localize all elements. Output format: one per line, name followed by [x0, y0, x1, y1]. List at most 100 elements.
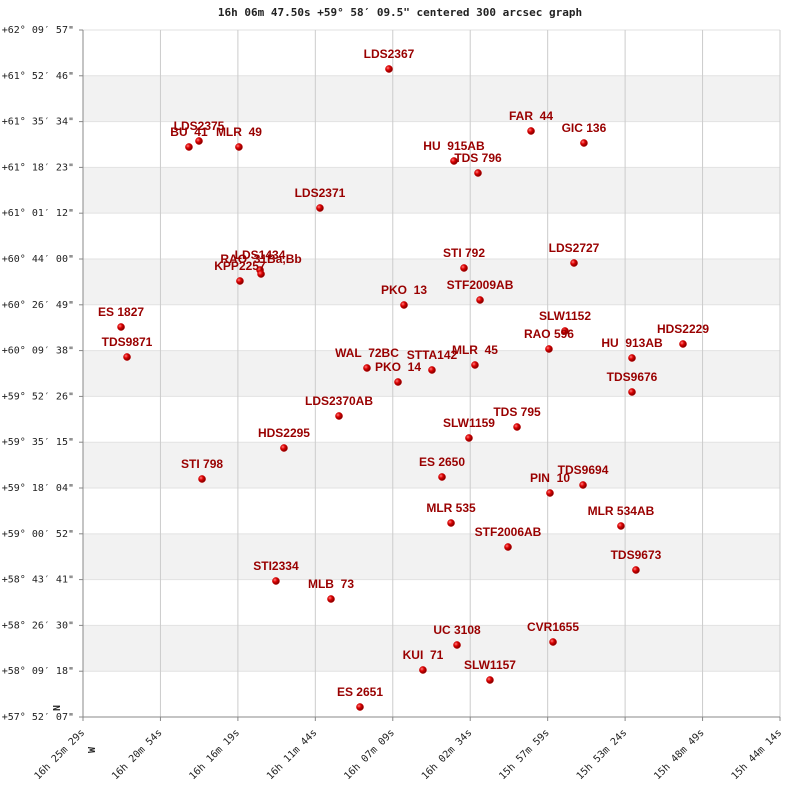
star-label: PIN 10 — [530, 471, 570, 485]
star-point — [272, 577, 280, 585]
x-tick-label: 15h 53m 24s — [575, 727, 630, 782]
star-label: MLR 49 — [216, 125, 262, 139]
star-label: SLW1159 — [443, 416, 495, 430]
star-label: STI 792 — [443, 246, 485, 260]
y-tick-label: +58° 09′ 18" — [2, 666, 74, 677]
west-label: W — [87, 746, 98, 753]
star-point — [527, 127, 535, 135]
star-point — [474, 169, 482, 177]
star-label: TDS9673 — [611, 548, 662, 562]
star-label: HU 913AB — [601, 336, 663, 350]
y-tick-label: +61° 35′ 34" — [2, 117, 74, 128]
y-tick-label: +61° 52′ 46" — [2, 71, 74, 82]
star-label: RAO 596 — [524, 327, 574, 341]
star-point — [546, 489, 554, 497]
star-label: TDS9694 — [558, 463, 609, 477]
star-label: STF2006AB — [475, 525, 542, 539]
star-point — [561, 327, 569, 335]
band — [83, 75, 780, 122]
star-point — [335, 412, 343, 420]
star-label: HDS2229 — [657, 322, 709, 336]
x-tick-label: 16h 11m 44s — [265, 727, 320, 782]
y-tick-label: +60° 44′ 00" — [2, 254, 74, 265]
y-tick-label: +59° 35′ 15" — [2, 437, 74, 448]
star-label: LDS2371 — [295, 186, 346, 200]
y-tick-label: +60° 09′ 38" — [2, 346, 74, 357]
star-point — [363, 364, 371, 372]
star-label: GIC 136 — [562, 121, 607, 135]
x-tick-label: 16h 25m 29s — [33, 727, 88, 782]
star-label: TDS9676 — [607, 370, 658, 384]
y-tick-label: +58° 43′ 41" — [2, 575, 74, 586]
star-label: MLB 73 — [308, 577, 354, 591]
star-label: CVR1655 — [527, 620, 579, 634]
north-label: N — [52, 705, 63, 711]
star-label: BU 41 — [170, 125, 208, 139]
x-tick-label: 16h 20m 54s — [110, 727, 165, 782]
star-point — [632, 566, 640, 574]
star-point — [280, 444, 288, 452]
star-point — [316, 204, 324, 212]
star-label: KUI 71 — [403, 648, 444, 662]
y-tick-label: +62° 09′ 57" — [2, 25, 74, 36]
x-tick-label: 15h 57m 59s — [497, 727, 552, 782]
star-point — [123, 353, 131, 361]
star-point — [450, 157, 458, 165]
star-point — [453, 641, 461, 649]
star-point — [465, 434, 473, 442]
star-point — [356, 703, 364, 711]
star-label: TDS9871 — [102, 335, 153, 349]
star-label: TDS 795 — [493, 405, 541, 419]
band — [83, 167, 780, 214]
x-tick-label: 15h 48m 49s — [652, 727, 707, 782]
star-point — [549, 638, 557, 646]
star-point — [400, 301, 408, 309]
band — [83, 625, 780, 672]
star-label: FAR 44 — [509, 109, 553, 123]
star-point — [513, 423, 521, 431]
star-label: SLW1152 — [539, 309, 591, 323]
star-label: KPP2257 — [214, 259, 266, 273]
star-label: SLW1157 — [464, 658, 516, 672]
y-tick-label: +61° 01′ 12" — [2, 208, 74, 219]
star-point — [545, 345, 553, 353]
star-label: HDS2295 — [258, 426, 310, 440]
star-point — [570, 259, 578, 267]
star-point — [476, 296, 484, 304]
y-tick-label: +58° 26′ 30" — [2, 620, 74, 631]
star-label: RAO 31Ba,Bb — [220, 252, 301, 266]
x-tick-label: 16h 16m 19s — [188, 727, 243, 782]
star-label: LDS2727 — [549, 241, 600, 255]
star-label: MLR 534AB — [588, 504, 655, 518]
star-point — [580, 139, 588, 147]
star-point — [504, 543, 512, 551]
star-point — [428, 366, 436, 374]
star-point — [438, 473, 446, 481]
star-label: MLR 535 — [426, 501, 476, 515]
star-label: LDS2375 — [174, 119, 225, 133]
star-point — [617, 522, 625, 530]
star-point — [198, 475, 206, 483]
star-label: PKO 13 — [381, 283, 427, 297]
star-point — [235, 143, 243, 151]
y-tick-label: +57° 52′ 07" — [2, 712, 74, 723]
star-point — [471, 361, 479, 369]
x-tick-label: 16h 07m 09s — [342, 727, 397, 782]
star-point — [419, 666, 427, 674]
star-point — [679, 340, 687, 348]
star-label: STF2009AB — [447, 278, 514, 292]
chart-title: 16h 06m 47.50s +59° 58′ 09.5" centered 3… — [218, 6, 582, 19]
star-label: WAL 72BC — [335, 346, 399, 360]
star-point — [257, 270, 265, 278]
star-label: LDS2367 — [364, 47, 415, 61]
y-tick-label: +60° 26′ 49" — [2, 300, 74, 311]
star-point — [117, 323, 125, 331]
x-tick-label: 16h 02m 34s — [420, 727, 475, 782]
star-point — [628, 388, 636, 396]
star-point — [486, 676, 494, 684]
star-point — [579, 481, 587, 489]
star-point — [195, 137, 203, 145]
star-label: PKO 14 — [375, 360, 421, 374]
star-point — [236, 277, 244, 285]
